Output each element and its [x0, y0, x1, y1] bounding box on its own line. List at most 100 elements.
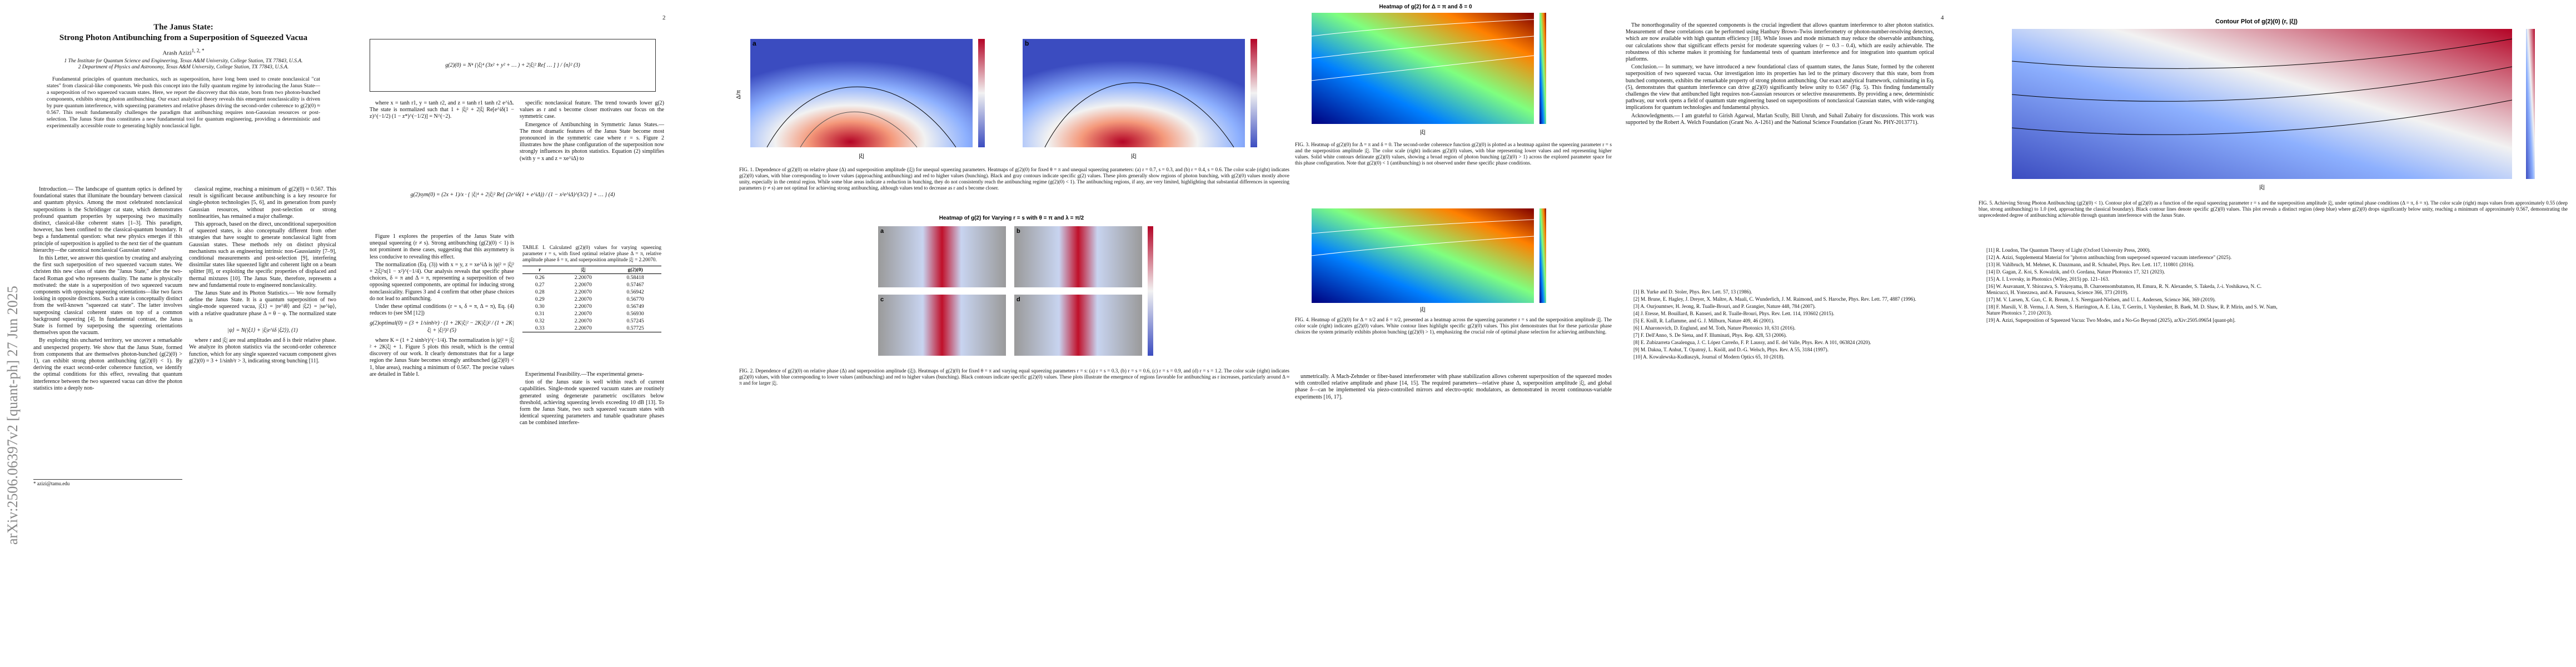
reference: [1] B. Yurke and D. Stoler, Phys. Rev. L…: [1633, 289, 1752, 295]
axis-label: |ξ|: [1420, 307, 1426, 313]
paragraph: Under these optimal conditions (r = s, δ…: [370, 303, 514, 317]
table-cell: 0.29: [535, 296, 545, 302]
table-cell: 0.31: [535, 311, 545, 317]
paragraph: The normalization (Eq. (3)) with x = y, …: [370, 261, 514, 302]
paragraph: where r and |ξ| are real amplitudes and …: [189, 337, 336, 364]
panel-label: c: [880, 296, 884, 303]
table-cell: 0.56942: [626, 289, 644, 295]
reference: [17] M. V. Larsen, X. Guo, C. R. Breum, …: [1986, 297, 2216, 302]
table-cell: 0.57467: [626, 282, 644, 288]
table-cell: 0.30: [535, 303, 545, 310]
header-cell: g(2)(0): [627, 267, 643, 273]
panel-label: a: [753, 39, 756, 47]
paragraph: Emergence of Antibunching in Symmetric J…: [520, 121, 664, 162]
table-row: 0.33 2.20070 0.57725: [522, 325, 661, 332]
axis-label: |ξ|: [2259, 185, 2265, 191]
table-cell: 0.56770: [626, 296, 644, 302]
reference: [16] W. Asavanant, Y. Shiozawa, S. Yokoy…: [1986, 283, 2262, 295]
panel-label: b: [1017, 228, 1020, 235]
paragraph: Experimental Feasibility.—The experiment…: [525, 371, 644, 377]
table-cell: 2.20070: [574, 282, 592, 288]
contour: [1311, 19, 1534, 81]
table-cell: 0.27: [535, 282, 545, 288]
equation: g(2)sym(0) = (2x + 1)/x · { |ξ|⁴ + 2|ξ|²…: [410, 191, 615, 198]
paragraph: Acknowledgments.— I am grateful to Giris…: [1626, 112, 1934, 126]
column: The nonorthogonality of the squeezed com…: [1626, 22, 1934, 127]
figure-5: Contour Plot of g(2)(0) (r, |ξ|) |ξ|: [2011, 18, 2535, 191]
table-cell: 0.26: [535, 275, 545, 281]
table-cell: 0.28: [535, 289, 545, 295]
table-cell: 0.32: [535, 318, 545, 324]
reference: [18] F. Marsili, V. B. Verma, J. A. Ster…: [1986, 304, 2278, 316]
arxiv-label: arXiv:2506.06397v2 [quant-ph] 27 Jun 202…: [4, 286, 21, 545]
table-header: r |ξ| g(2)(0): [522, 266, 661, 274]
paragraph: The Janus State and its Photon Statistic…: [189, 290, 336, 323]
figure-2: Heatmap of g(2) for Varying r = s with θ…: [878, 215, 1153, 356]
colorbar: [1148, 226, 1153, 356]
heatmap: [750, 39, 973, 147]
table-cell: 2.20070: [574, 318, 592, 324]
title-line: Strong Photon Antibunching from a Superp…: [59, 33, 308, 42]
affiliation: 1 The Institute for Quantum Science and …: [64, 58, 303, 64]
colorbar: [2526, 29, 2535, 179]
contour: [766, 86, 956, 148]
heatmap: [878, 226, 1006, 287]
colorbar: [1539, 208, 1546, 303]
contour-plot: [2012, 29, 2512, 179]
table-caption: TABLE I. Calculated g(2)(0) values for v…: [522, 245, 661, 262]
reference: [4] J. Etesse, M. Bouillard, B. Kanseri,…: [1633, 311, 1835, 316]
title-block: The Janus State: Strong Photon Antibunch…: [33, 22, 333, 130]
heatmap: [1023, 39, 1245, 147]
references: [11] R. Loudon, The Quantum Theory of Li…: [1979, 247, 2279, 325]
column: unmetrically. A Mach-Zehnder or fiber-ba…: [1295, 374, 1612, 402]
axis-label: Δ/π: [736, 90, 742, 99]
paragraph: tion of the Janus state is well within r…: [520, 379, 664, 426]
reference: [10] A. Kowalewska-Kudłaszyk, Journal of…: [1633, 354, 1785, 360]
colorbar: [1250, 39, 1257, 147]
reference: [2] M. Brune, E. Hagley, J. Dreyer, X. M…: [1633, 296, 1916, 302]
figure-4: |ξ|: [1311, 208, 1546, 313]
table-cell: 0.56749: [626, 303, 644, 310]
table-row: 0.32 2.20070 0.57245: [522, 317, 661, 325]
reference: [15] A. I. Lvovsky, in Photonics (Wiley,…: [1986, 276, 2110, 282]
table-block: TABLE I. Calculated g(2)(0) values for v…: [522, 245, 661, 332]
reference: [12] A. Azizi, Supplemental Material for…: [1986, 255, 2232, 260]
contour: [2011, 38, 2513, 135]
paragraph: specific nonclassical feature. The trend…: [520, 100, 664, 120]
figure-3: Heatmap of g(2) for Δ = π and δ = 0 |ξ|: [1311, 4, 1546, 136]
panel-label: a: [880, 228, 884, 235]
equation: g(2)optimal(0) = (3 + 1/sinh²r) · (1 + 2…: [370, 320, 514, 334]
heatmap: [1014, 295, 1142, 356]
affiliation: 2 Department of Physics and Astronomy, T…: [78, 64, 289, 70]
reference: [7] F. Dell'Anno, S. De Siena, and F. Il…: [1633, 332, 1787, 338]
axis-label: |ξ|: [1420, 130, 1426, 136]
paragraph: By exploring this uncharted territory, w…: [33, 337, 182, 391]
table-cell: 2.20070: [574, 296, 592, 302]
column: classical regime, reaching a minimum of …: [189, 186, 336, 366]
author-line: Arash Azizi1, 2, *: [33, 48, 333, 57]
reference: [14] D. Gagan, Z. Koi, S. Kowalzik, and …: [1986, 269, 2165, 275]
paragraph: where x = tanh r1, y = tanh r2, and z = …: [370, 100, 514, 120]
figure-title: Contour Plot of g(2)(0) (r, |ξ|): [2215, 18, 2298, 25]
paragraph: classical regime, reaching a minimum of …: [189, 186, 336, 220]
table-cell: 2.20070: [574, 311, 592, 317]
column: where x = tanh r1, y = tanh r2, and z = …: [370, 100, 514, 122]
table-row: 0.29 2.20070 0.56770: [522, 296, 661, 303]
table-cell: 0.56930: [626, 311, 644, 317]
paragraph: Conclusion.— In summary, we have introdu…: [1626, 64, 1934, 111]
header-cell: |ξ|: [581, 267, 586, 273]
title-line: The Janus State:: [153, 23, 213, 32]
colorbar: [1539, 13, 1546, 124]
axis-label: |ξ|: [859, 153, 864, 160]
table-cell: 2.20070: [574, 303, 592, 310]
reference: [6] I. Aharonovich, D. Englund, and M. T…: [1633, 325, 1796, 331]
contour: [1311, 219, 1534, 256]
figure-title: Heatmap of g(2) for Varying r = s with θ…: [939, 215, 1084, 221]
reference: [9] M. Dakna, T. Anhut, T. Opatrný, L. K…: [1633, 347, 1828, 352]
table-row: 0.30 2.20070 0.56749: [522, 303, 661, 310]
table-cell: 0.33: [535, 325, 545, 331]
author-marks: 1, 2, *: [191, 48, 205, 53]
equation: |ψ⟩ = N(|ξ1⟩ + |ξ|e^iδ |ξ2⟩), (1): [227, 327, 298, 334]
table-row: 0.27 2.20070 0.57467: [522, 281, 661, 288]
